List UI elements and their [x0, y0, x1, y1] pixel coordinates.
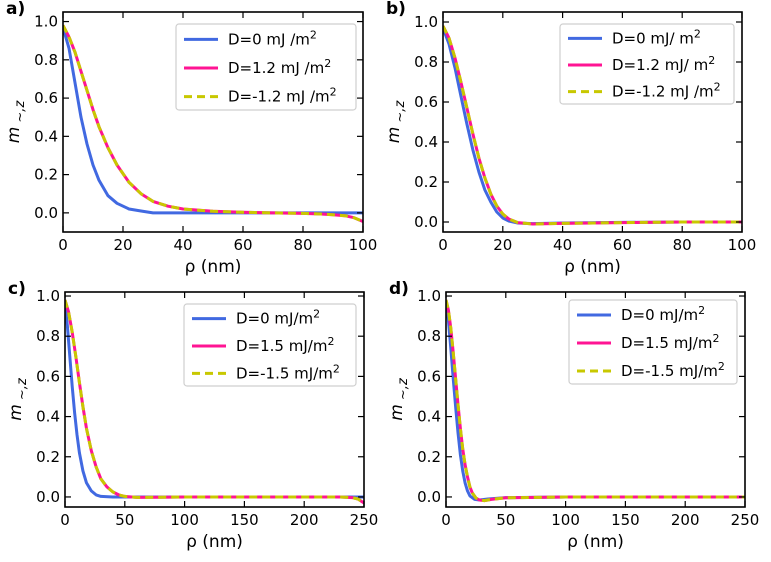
legend: D=0 mJ/ m2 D=1.2 mJ/ m2 D=-1.2 mJ /m2 — [559, 23, 735, 105]
x-tick-label: 0 — [60, 511, 70, 529]
x-tick-label: 250 — [350, 511, 379, 529]
x-axis-label: ρ (nm) — [567, 532, 624, 552]
x-tick-label: 40 — [173, 236, 192, 254]
x-tick-label: 80 — [293, 236, 312, 254]
y-tick-label: 0.4 — [414, 133, 438, 151]
legend-entry-1: D=0 mJ/m2 — [236, 308, 320, 328]
legend: D=0 mJ/m2 D=1.5 mJ/m2 D=-1.5 mJ/m2 — [568, 299, 738, 385]
x-tick-label: 150 — [611, 511, 640, 529]
legend: D=0 mJ /m2 D=1.2 mJ /m2 D=-1.2 mJ /m2 — [175, 23, 357, 111]
legend-entry-2: D=1.5 mJ/m2 — [236, 335, 334, 355]
y-tick-label: 1.0 — [414, 13, 438, 31]
y-tick-label: 0.0 — [417, 488, 441, 506]
legend-entry-3: D=-1.5 mJ/m2 — [236, 362, 340, 382]
x-tick-label: 50 — [115, 511, 134, 529]
plot-frame — [62, 11, 364, 233]
plot-frame — [64, 291, 365, 508]
y-tick-label: 1.0 — [36, 287, 60, 305]
series-line-1 — [63, 26, 363, 215]
x-tick-label: 150 — [230, 511, 259, 529]
legend: D=0 mJ/m2 D=1.5 mJ/m2 D=-1.5 mJ/m2 — [183, 303, 357, 387]
x-tick-label: 50 — [496, 511, 515, 529]
legend-entry-1: D=0 mJ/ m2 — [612, 27, 701, 47]
panel-b: 0 20 40 60 80 100 0.0 0.2 0.4 0.6 0.8 1.0 ρ (nm) m ∼,… — [384, 0, 756, 277]
series-line-3 — [65, 299, 364, 505]
series-line-3 — [446, 299, 745, 503]
y-tick-label: 0.0 — [36, 488, 60, 506]
y-tick-label: 0.6 — [417, 367, 441, 385]
x-tick-label: 0 — [438, 236, 448, 254]
series-line-3 — [443, 25, 742, 226]
panel-label: b) — [386, 0, 406, 19]
y-tick-label: 0.6 — [36, 367, 60, 385]
series-line-3 — [63, 24, 363, 223]
panel-label: a) — [6, 0, 25, 19]
x-tick-label: 100 — [551, 511, 580, 529]
y-tick-label: 1.0 — [417, 287, 441, 305]
y-tick-label: 0.2 — [414, 173, 438, 191]
panel-c: 0 50 100 150 200 250 0.0 0.2 0.4 0.6 0.8 1.0 ρ (nm) m… — [6, 279, 378, 552]
legend-entry-2: D=1.5 mJ/m2 — [621, 332, 719, 352]
y-tick-label: 0.8 — [417, 327, 441, 345]
x-tick-label: 40 — [553, 236, 572, 254]
y-tick-label: 0.6 — [414, 93, 438, 111]
x-tick-label: 100 — [349, 236, 378, 254]
x-tick-label: 0 — [58, 236, 68, 254]
legend-entry-1: D=0 mJ/m2 — [621, 304, 705, 324]
legend-entry-1: D=0 mJ /m2 — [228, 28, 317, 48]
y-axis-label: m ∼,z — [4, 100, 28, 144]
x-tick-label: 20 — [493, 236, 512, 254]
x-tick-label: 60 — [613, 236, 632, 254]
y-tick-label: 0.0 — [414, 213, 438, 231]
y-tick-label: 0.4 — [34, 127, 58, 145]
x-tick-label: 200 — [290, 511, 319, 529]
legend-entry-2: D=1.2 mJ /m2 — [228, 57, 331, 77]
y-tick-label: 0.6 — [34, 89, 58, 107]
panel-label: d) — [389, 279, 409, 299]
y-axis-label: m ∼,z — [384, 100, 408, 144]
x-tick-label: 80 — [673, 236, 692, 254]
y-tick-label: 0.8 — [36, 327, 60, 345]
x-tick-label: 250 — [731, 511, 760, 529]
y-tick-label: 1.0 — [34, 13, 58, 31]
y-axis-label: m ∼,z — [6, 377, 30, 421]
legend-entry-3: D=-1.5 mJ/m2 — [621, 360, 725, 380]
x-tick-label: 0 — [441, 511, 451, 529]
x-axis-label: ρ (nm) — [185, 257, 242, 277]
y-tick-label: 0.8 — [34, 51, 58, 69]
panel-d: 0 50 100 150 200 250 0.0 0.2 0.4 0.6 0.8 1.0 ρ (nm) m… — [387, 279, 759, 552]
legend-entry-2: D=1.2 mJ/ m2 — [612, 54, 715, 74]
plot-frame — [442, 11, 743, 233]
x-tick-label: 200 — [671, 511, 700, 529]
x-tick-label: 60 — [233, 236, 252, 254]
legend-entry-3: D=-1.2 mJ /m2 — [612, 81, 721, 101]
y-tick-label: 0.2 — [34, 166, 58, 184]
plot-frame — [445, 291, 746, 508]
x-tick-label: 100 — [728, 236, 757, 254]
x-tick-label: 100 — [170, 511, 199, 529]
legend-entry-3: D=-1.2 mJ /m2 — [228, 86, 337, 106]
y-tick-label: 0.0 — [34, 204, 58, 222]
y-tick-label: 0.4 — [417, 408, 441, 426]
y-tick-label: 0.2 — [36, 448, 60, 466]
y-tick-label: 0.4 — [36, 408, 60, 426]
panel-label: c) — [8, 279, 26, 299]
y-tick-label: 0.2 — [417, 448, 441, 466]
x-axis-label: ρ (nm) — [186, 532, 243, 552]
panel-a: 0 20 40 60 80 100 0.0 0.2 0.4 0.6 0.8 1.0 ρ (nm) m ∼,… — [4, 0, 377, 277]
x-axis-label: ρ (nm) — [564, 257, 621, 277]
x-tick-label: 20 — [113, 236, 132, 254]
y-tick-label: 0.8 — [414, 53, 438, 71]
y-axis-label: m ∼,z — [387, 377, 411, 421]
